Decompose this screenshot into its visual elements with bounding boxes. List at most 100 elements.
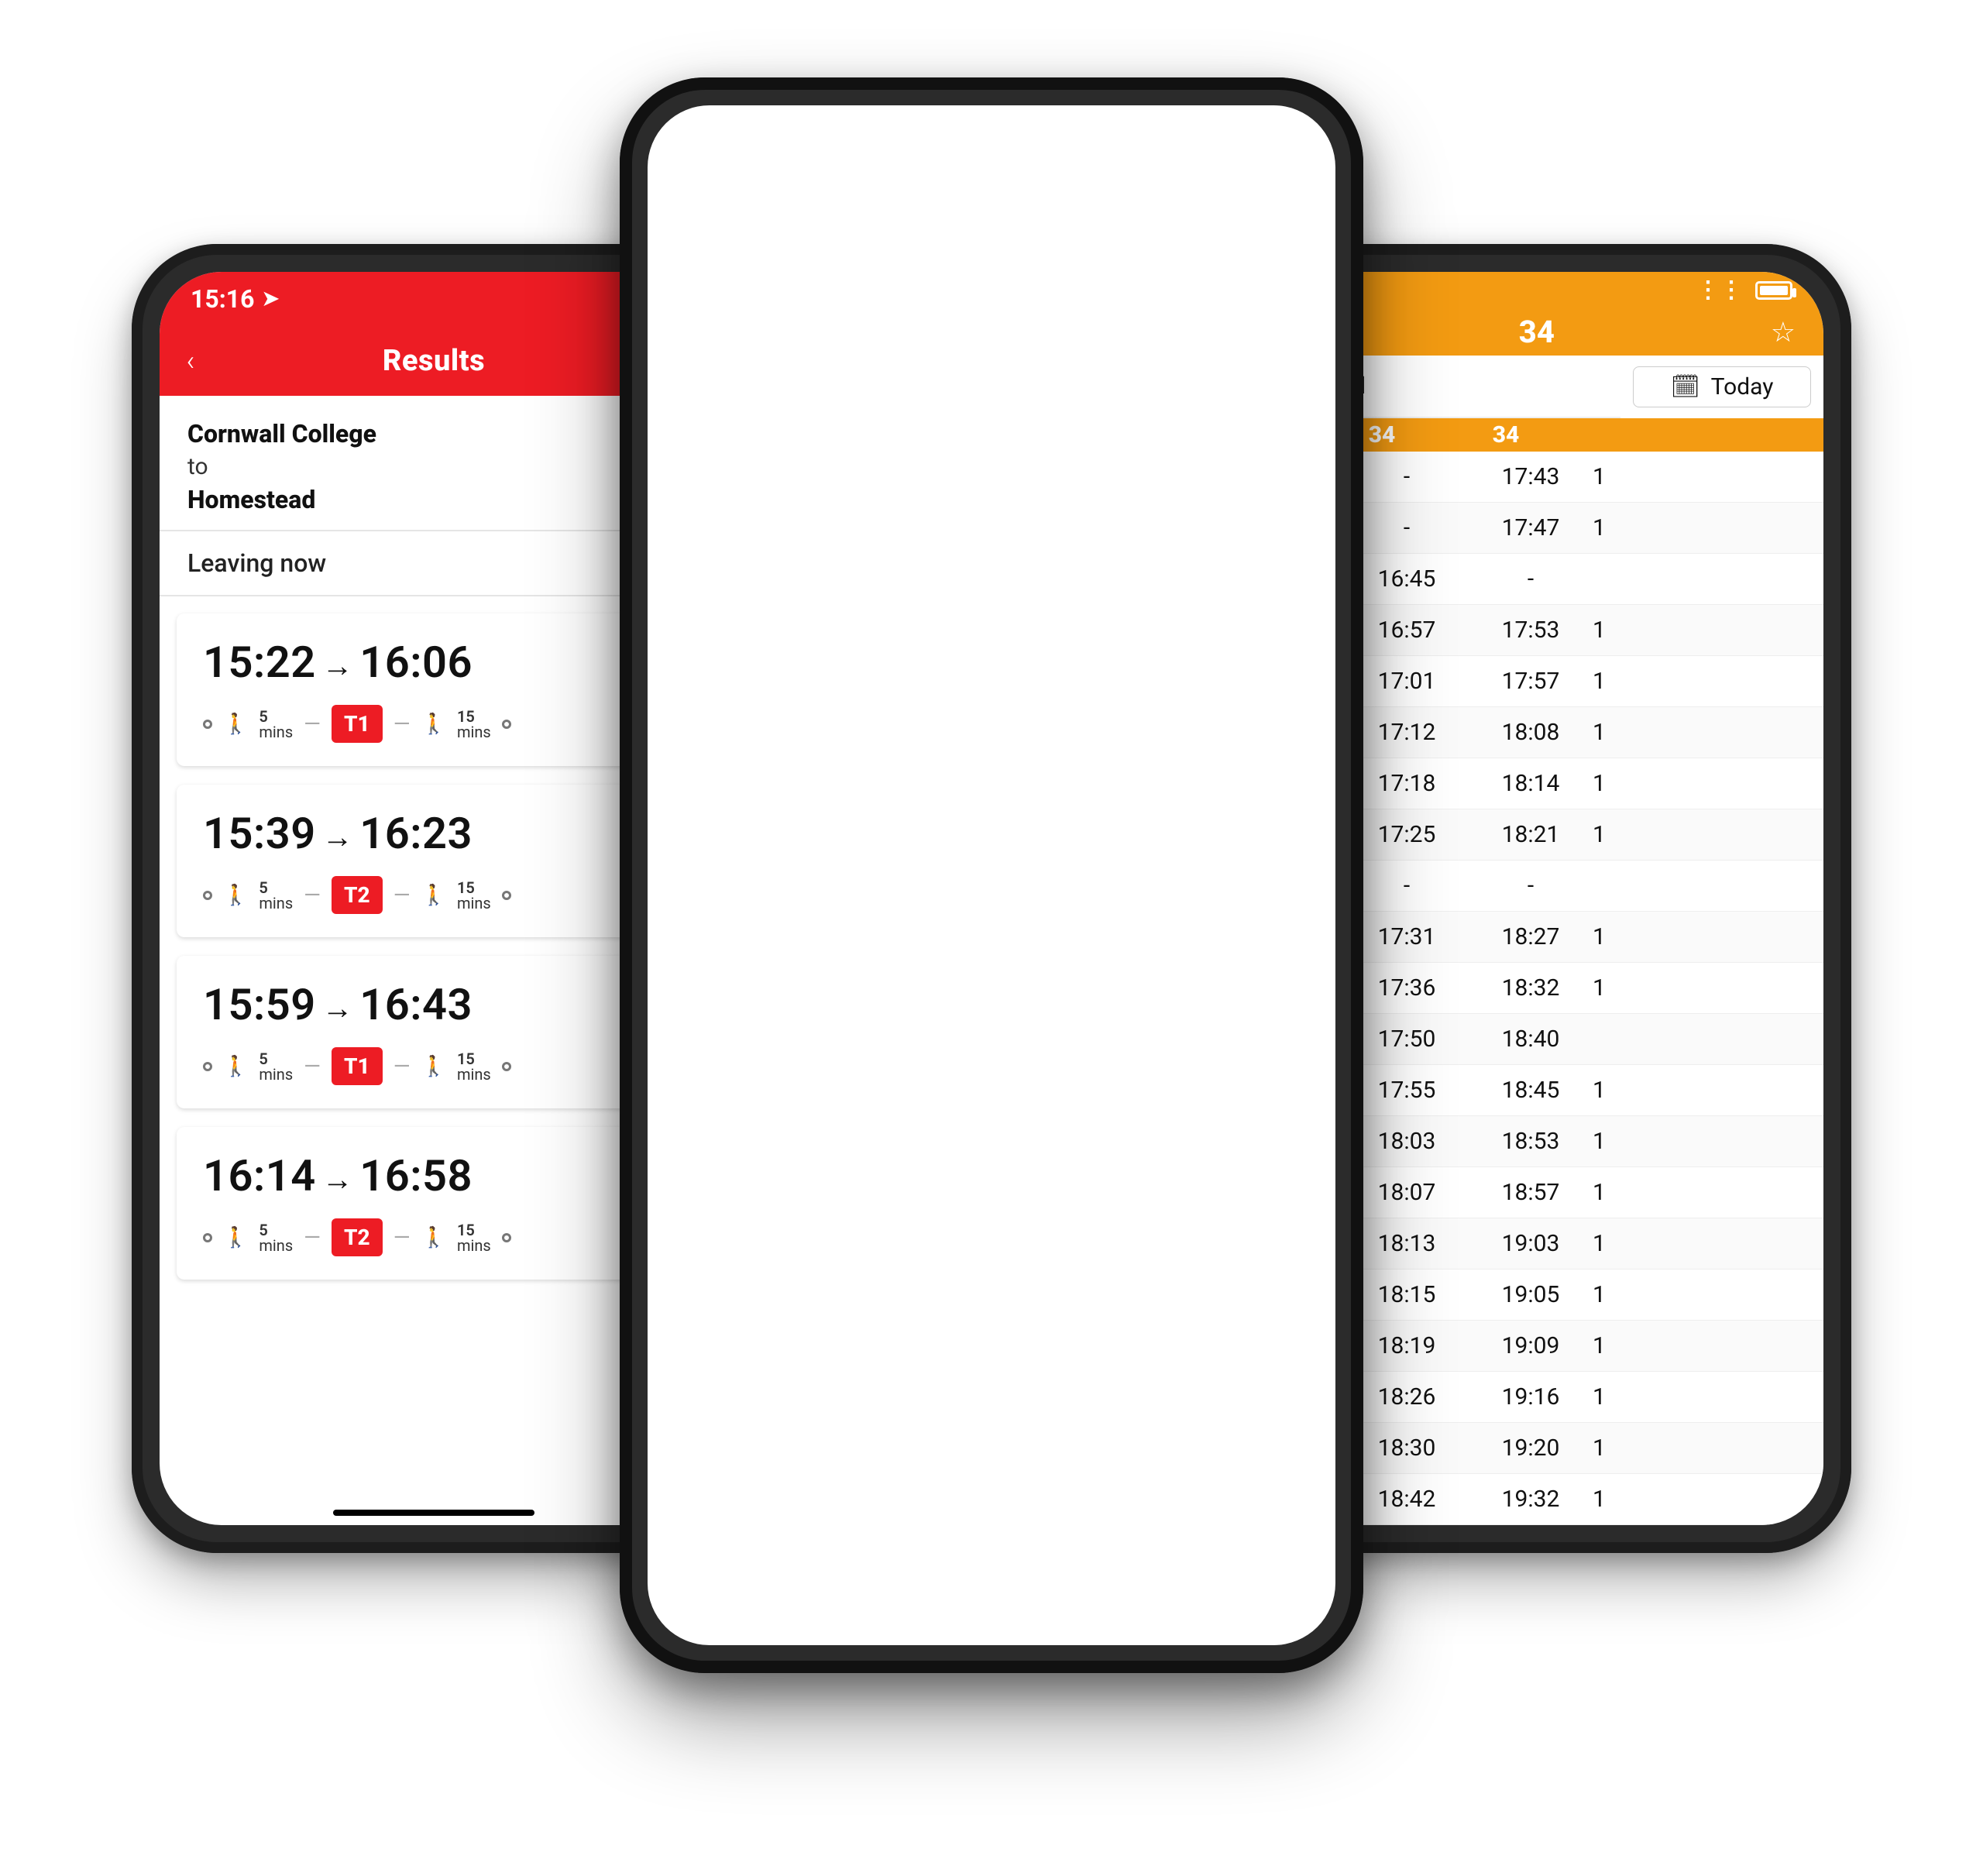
phone-center: Transport for Cornwall Karyans rag Kerno…	[620, 77, 1363, 1673]
brand-sub: Karyans rag Kernow	[926, 1461, 1169, 1490]
result-card[interactable]: 15:59→16:43🚶5mins—T1—🚶15mins	[177, 956, 691, 1108]
walk-after: 15mins	[457, 709, 491, 740]
tt-cell: 18:03	[1345, 1128, 1469, 1155]
dash-icon: —	[394, 1225, 411, 1250]
tt-cell: 18:21	[1469, 821, 1593, 848]
tt-cell: 17:43	[1469, 463, 1593, 490]
walk-icon: 🚶	[421, 1226, 446, 1249]
tt-cell: 1	[1593, 1128, 1641, 1155]
leg-row: 🚶5mins—T1—🚶15mins	[203, 1047, 665, 1085]
walk-icon: 🚶	[421, 1055, 446, 1078]
tt-cell: 18:32	[1469, 974, 1593, 1002]
origin-dot	[203, 891, 212, 900]
tt-cell: 17:25	[1345, 821, 1469, 848]
tt-cell: 18:27	[1469, 923, 1593, 950]
tt-cell: 17:31	[1345, 923, 1469, 950]
tt-cell: -	[1345, 463, 1469, 490]
tt-cell: 1	[1593, 821, 1641, 848]
dash-icon: —	[304, 711, 321, 737]
tt-cell: 17:12	[1345, 719, 1469, 746]
brand-line1: Transport	[926, 1359, 1169, 1404]
tt-cell: 18:26	[1345, 1383, 1469, 1410]
leg-row: 🚶 5mins — T2 — 🚶 15mins	[203, 1218, 665, 1256]
tt-cell: 1	[1593, 1434, 1641, 1462]
home-indicator[interactable]	[333, 1510, 534, 1516]
wifi-icon: ⋮⋮	[1696, 277, 1743, 304]
route-chip: T1	[332, 1047, 383, 1085]
brand-line2: for Cornwall	[926, 1404, 1169, 1450]
tt-cell: 18:15	[1345, 1281, 1469, 1308]
tt-cell: 1	[1593, 1179, 1641, 1206]
tt-cell: 1	[1593, 1383, 1641, 1410]
tt-cell: 1	[1593, 1332, 1641, 1359]
result-times: 15:22→16:06	[203, 637, 665, 688]
result-card[interactable]: 15:39→16:23🚶5mins—T2—🚶15mins	[177, 785, 691, 937]
tt-cell: 18:19	[1345, 1332, 1469, 1359]
tt-cell: 18:42	[1345, 1486, 1469, 1513]
nav-title: Results	[191, 344, 677, 378]
tt-cell: 17:50	[1345, 1026, 1469, 1053]
tt-cell: 19:05	[1469, 1281, 1593, 1308]
result-card[interactable]: 15:22→16:06 🚶 5mins — T1 — 🚶 15mins	[177, 613, 691, 766]
date-filter-button[interactable]: 🗓 Today	[1633, 366, 1811, 407]
leg-row: 🚶5mins—T2—🚶15mins	[203, 876, 665, 914]
tt-cell: 1	[1593, 1230, 1641, 1257]
dash-icon: —	[394, 711, 411, 737]
tt-cell: 17:57	[1469, 668, 1593, 695]
logo-icon	[775, 431, 1208, 864]
tt-cell: 1	[1593, 463, 1641, 490]
tt-cell: 18:53	[1469, 1128, 1593, 1155]
date-filter-label: Today	[1711, 373, 1774, 400]
origin-dot	[203, 1233, 212, 1242]
walk-icon: 🚶	[223, 884, 248, 907]
walk-icon: 🚶	[223, 713, 248, 736]
tt-cell: 1	[1593, 923, 1641, 950]
tt-cell: 18:07	[1345, 1179, 1469, 1206]
tt-cell: 19:16	[1469, 1383, 1593, 1410]
tt-cell: 17:47	[1469, 514, 1593, 541]
tt-cell: 17:36	[1345, 974, 1469, 1002]
tt-cell: 1	[1593, 1281, 1641, 1308]
origin-dot	[203, 720, 212, 729]
dash-icon: —	[304, 1225, 321, 1250]
route-chip: T2	[332, 876, 383, 914]
walk-icon: 🚶	[421, 713, 446, 736]
nav-title: 34	[1303, 314, 1771, 350]
walk-after: 15mins	[457, 1051, 491, 1082]
tt-cell: 18:14	[1469, 770, 1593, 797]
calendar-icon: 🗓	[1671, 373, 1700, 400]
tt-cell: 17:55	[1345, 1077, 1469, 1104]
walk-before: 5mins	[259, 1051, 293, 1082]
dash-icon: —	[394, 882, 411, 908]
walk-before: 5mins	[259, 1222, 293, 1253]
tt-cell: 1	[1593, 1486, 1641, 1513]
tt-cell: 18:57	[1469, 1179, 1593, 1206]
tt-cell: 16:45	[1345, 565, 1469, 593]
tt-cell: 18:40	[1469, 1026, 1593, 1053]
result-times: 15:39→16:23	[203, 808, 665, 859]
tt-cell: 16:57	[1345, 617, 1469, 644]
tt-cell: 19:20	[1469, 1434, 1593, 1462]
tt-cell: 1	[1593, 617, 1641, 644]
walk-icon: 🚶	[223, 1226, 248, 1249]
walk-after: 15mins	[457, 880, 491, 911]
route-chip: T2	[332, 1218, 383, 1256]
walk-before: 5mins	[259, 709, 293, 740]
location-icon: ➤	[262, 287, 279, 311]
route-chip: T1	[332, 705, 383, 743]
tt-cell: -	[1469, 565, 1593, 593]
favorite-button[interactable]: ☆	[1771, 316, 1796, 349]
result-card[interactable]: 16:14→16:58 🚶 5mins — T2 — 🚶 15mins	[177, 1127, 691, 1280]
tt-cell: -	[1345, 514, 1469, 541]
tt-cell: 1	[1593, 770, 1641, 797]
tt-cell: 19:32	[1469, 1486, 1593, 1513]
walk-after: 15mins	[457, 1222, 491, 1253]
tt-cell: 19:09	[1469, 1332, 1593, 1359]
tt-cell: -	[1469, 872, 1593, 899]
dest-dot	[502, 720, 511, 729]
route-from: Cornwall College	[187, 419, 680, 448]
result-times: 15:59→16:43	[203, 979, 665, 1030]
result-times: 16:14→16:58	[203, 1150, 665, 1201]
timetable-col-b[interactable]: 34	[1444, 421, 1568, 448]
brand-text: Transport for Cornwall Karyans rag Kerno…	[926, 1359, 1169, 1490]
